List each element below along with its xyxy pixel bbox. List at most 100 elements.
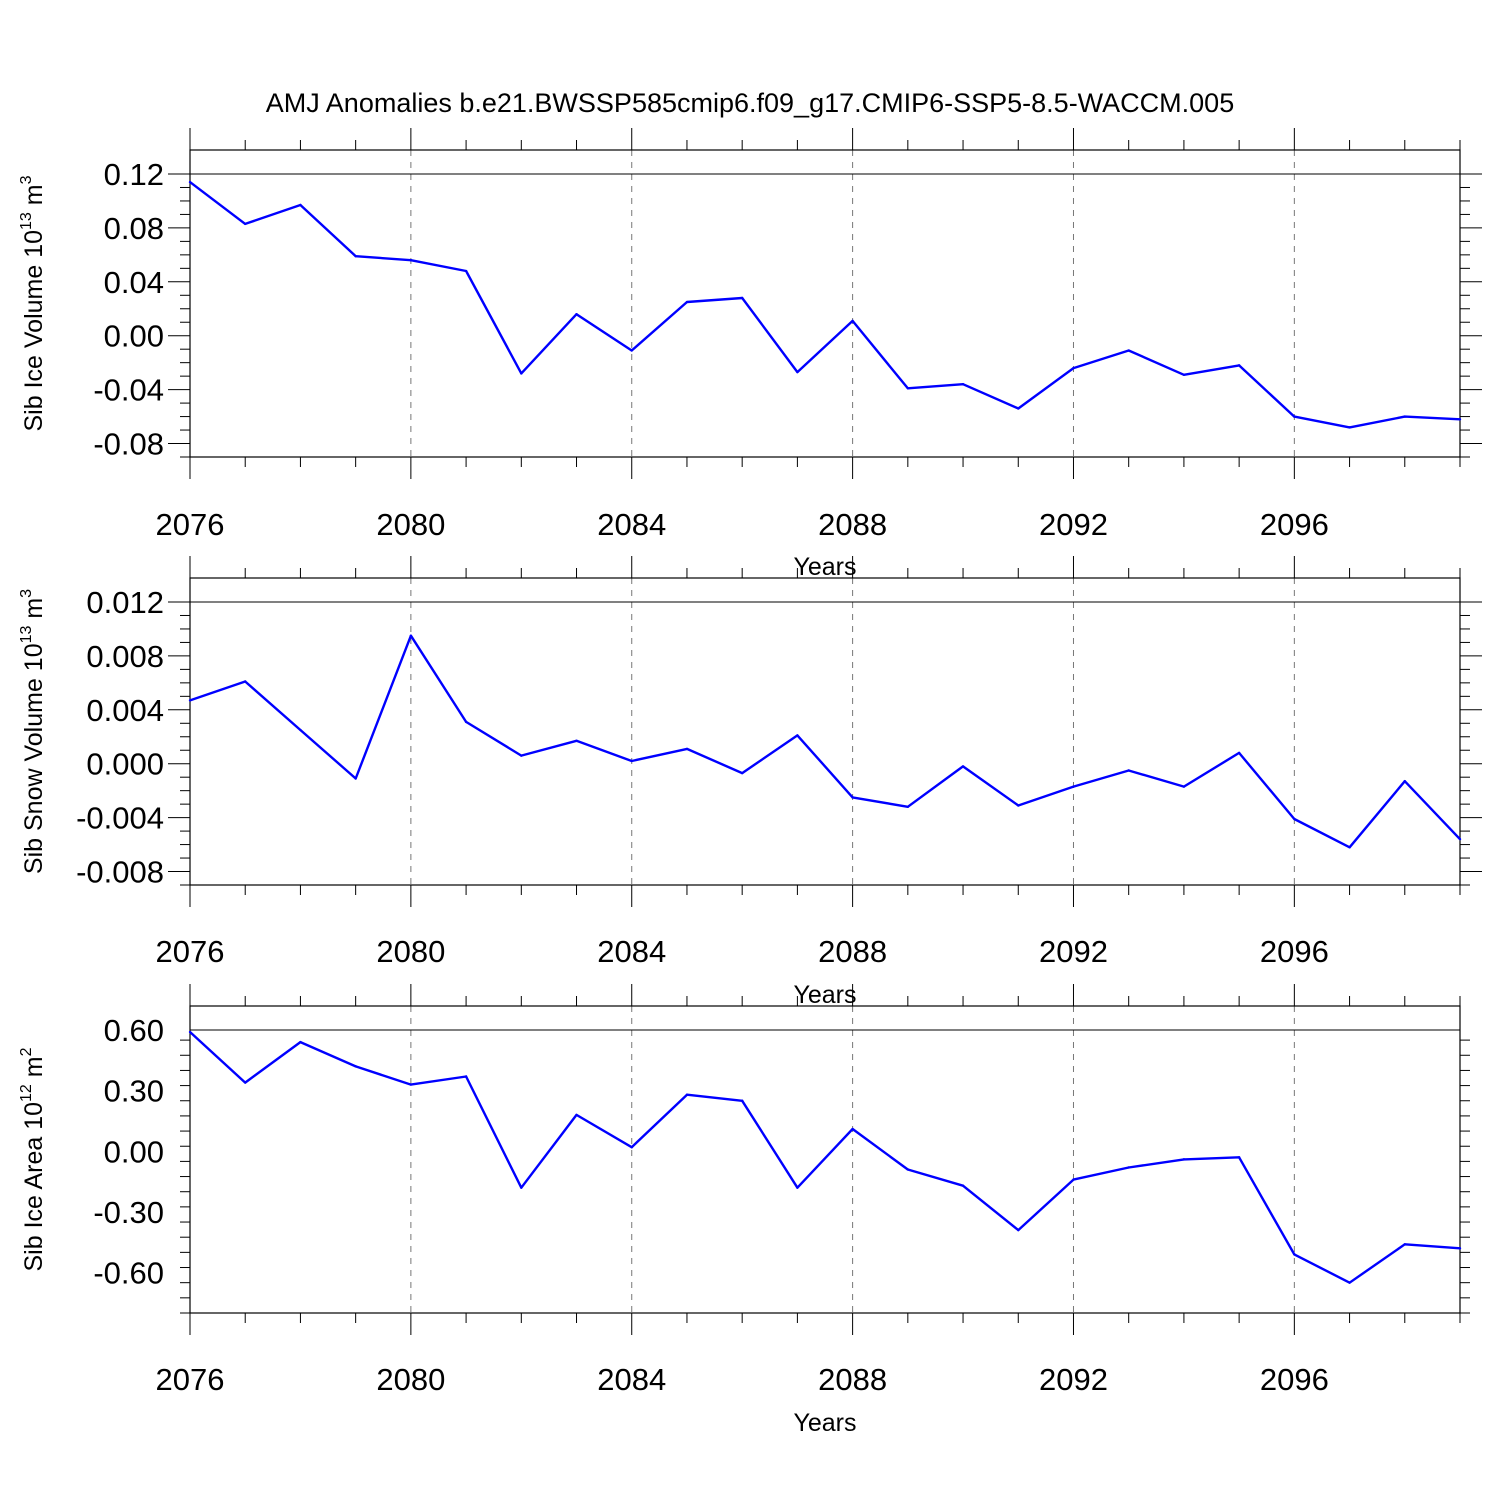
x-tick-label: 2076 [156, 1362, 225, 1397]
data-point [409, 634, 413, 637]
data-point [1237, 1156, 1241, 1159]
data-point [1348, 1281, 1351, 1284]
x-tick-label: 2096 [1260, 1362, 1329, 1397]
panel-3: 2076 2080 2084 2088 2092 2096 Years 0.60 0.30 0.0… [18, 984, 1470, 1437]
data-point [1182, 785, 1186, 788]
y-tick-label: -0.008 [76, 855, 164, 890]
data-point [906, 805, 910, 809]
data-point [354, 255, 357, 258]
data-point [796, 1186, 799, 1189]
data-point [685, 1093, 689, 1096]
data-point [1293, 1253, 1296, 1256]
data-point [464, 720, 468, 724]
x-tick-label: 2088 [818, 507, 887, 542]
y-tick-label: -0.60 [93, 1256, 164, 1291]
data-point [851, 1127, 854, 1131]
data-point [1403, 780, 1406, 783]
data-point [1237, 751, 1241, 755]
x-tick-label: 2084 [597, 1362, 666, 1397]
data-point [188, 180, 192, 184]
data-series-line [189, 181, 1461, 429]
data-point [630, 759, 633, 763]
data-point [1293, 817, 1296, 821]
data-point [299, 203, 302, 207]
data-point [1017, 407, 1020, 410]
data-point [464, 269, 468, 273]
data-point [1127, 769, 1130, 772]
data-point [961, 765, 965, 768]
data-point [961, 383, 965, 386]
x-tick-label: 2096 [1260, 507, 1329, 542]
y-tick-label: 0.30 [104, 1074, 164, 1109]
data-series-line [189, 634, 1461, 849]
data-point [961, 1184, 965, 1187]
y-axis-label: Sib Ice Area 1012 m2 [18, 1047, 48, 1271]
data-point [464, 1075, 468, 1078]
data-point [299, 728, 302, 732]
data-point [740, 771, 744, 775]
data-point [188, 699, 192, 702]
data-point [1458, 1247, 1462, 1250]
data-point [244, 1081, 247, 1084]
x-tick-label: 2076 [156, 934, 225, 969]
x-tick-label: 2076 [156, 507, 225, 542]
y-tick-label: 0.008 [86, 639, 164, 674]
y-tick-label: 0.04 [104, 265, 164, 300]
data-point [575, 1113, 578, 1117]
panel-2: 2076 2080 2084 2088 2092 2096 Years 0.012 0.008 0… [18, 556, 1482, 1009]
data-point [244, 222, 247, 226]
data-point [1403, 1243, 1406, 1246]
data-point [575, 739, 578, 743]
y-tick-label: -0.30 [93, 1195, 164, 1230]
data-point [520, 372, 523, 375]
y-tick-label: 0.00 [104, 1134, 164, 1169]
data-point [1293, 415, 1296, 418]
data-point [796, 734, 799, 737]
data-point [409, 259, 413, 262]
panel-1: 2076 2080 2084 2088 2092 2096 Years 0.12 0.08 0.0… [18, 128, 1482, 581]
y-tick-label: -0.04 [93, 373, 164, 408]
x-tick-label: 2080 [376, 1362, 445, 1397]
data-point [1017, 1228, 1020, 1232]
data-point [1182, 1158, 1186, 1161]
data-point [906, 1168, 910, 1171]
x-tick-label: 2080 [376, 934, 445, 969]
x-tick-label: 2084 [597, 507, 666, 542]
x-axis-label: Years [793, 553, 856, 581]
x-axis-label: Years [793, 1409, 856, 1437]
y-axis-label: Sib Ice Volume 1013 m3 [18, 175, 48, 431]
y-tick-label: -0.004 [76, 801, 164, 836]
y-axis-label: Sib Snow Volume 1013 m3 [18, 589, 48, 874]
x-tick-label: 2096 [1260, 934, 1329, 969]
x-tick-label: 2092 [1039, 1362, 1108, 1397]
y-tick-label: 0.12 [104, 157, 164, 192]
data-point [354, 777, 357, 780]
data-point [1458, 837, 1462, 841]
data-point [1127, 349, 1130, 352]
data-point [1182, 373, 1186, 376]
data-point [685, 747, 689, 751]
data-point [299, 1040, 302, 1044]
y-tick-label: 0.08 [104, 211, 164, 246]
x-tick-label: 2088 [818, 934, 887, 969]
y-tick-label: 0.012 [86, 585, 164, 620]
data-point [906, 387, 910, 390]
data-point [1458, 418, 1462, 421]
data-point [520, 754, 523, 757]
plot-frame [189, 577, 1461, 886]
data-point [1348, 846, 1351, 849]
plot-frame [189, 1005, 1461, 1314]
y-tick-label: 0.000 [86, 747, 164, 782]
chart-title: AMJ Anomalies b.e21.BWSSP585cmip6.f09_g1… [266, 88, 1234, 118]
data-point [1348, 426, 1351, 429]
y-tick-label: 0.00 [104, 319, 164, 354]
data-point [1072, 366, 1075, 370]
y-tick-label: 0.004 [86, 693, 164, 728]
data-series-line [189, 1031, 1461, 1284]
data-point [630, 349, 633, 352]
data-point [1403, 415, 1406, 418]
y-tick-label: 0.60 [104, 1013, 164, 1048]
data-point [1072, 785, 1075, 788]
plot-frame [189, 149, 1461, 458]
data-point [575, 312, 578, 316]
